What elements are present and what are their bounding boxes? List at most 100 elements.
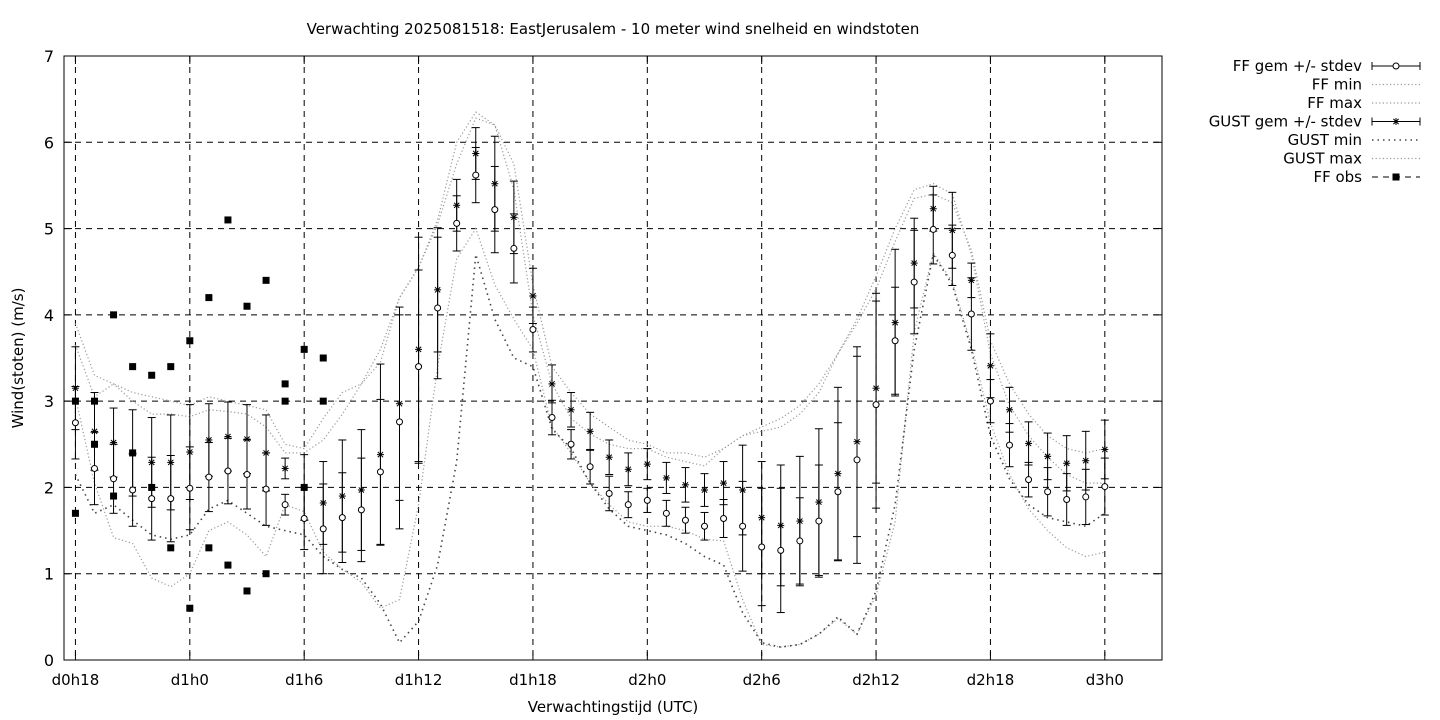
- ff-mean-point: [110, 475, 118, 483]
- x-tick-label: d2h18: [967, 671, 1015, 689]
- gust-mean-point: [110, 439, 118, 447]
- gust-mean-point-stroke: [949, 227, 956, 234]
- ff-obs-point: [71, 509, 79, 517]
- ff-mean-point: [948, 251, 956, 259]
- y-tick-label: 4: [44, 306, 54, 325]
- gust-mean-point-stroke: [110, 439, 117, 446]
- ff-obs-point: [167, 363, 175, 371]
- gust-mean-point: [357, 486, 365, 494]
- gust-max-line: [74, 117, 1105, 458]
- gust-mean-point: [1082, 457, 1090, 465]
- x-tick-label: d0h18: [52, 671, 100, 689]
- gust-mean-point: [548, 380, 556, 388]
- ff-mean-point: [205, 473, 213, 481]
- gust-mean-point-stroke: [1025, 440, 1032, 447]
- ff-mean-point: [643, 496, 651, 504]
- gust-mean-point-stroke: [167, 459, 174, 466]
- ff-mean-point: [510, 244, 518, 252]
- ff-mean-point: [567, 440, 575, 448]
- gust-mean-point-stroke: [282, 465, 289, 472]
- ff-mean-point: [739, 522, 747, 530]
- x-tick-label: d3h0: [1086, 671, 1124, 689]
- ff-obs-point: [281, 380, 289, 388]
- gust-mean-point-stroke: [777, 522, 784, 529]
- gust-mean-point: [777, 521, 785, 529]
- gust-mean-point: [758, 514, 766, 522]
- gust-mean-point-stroke: [434, 286, 441, 293]
- gust-mean-point-stroke: [339, 493, 346, 500]
- axes: 0 1 2 3 4 5 6 7 d0h18 d1h0 d1h6 d1h12 d1h18 d2h0 d2h6 d…: [44, 47, 1162, 689]
- ff-mean-point: [491, 206, 499, 214]
- ff-mean-point: [1063, 496, 1071, 504]
- gust-mean-point: [701, 486, 708, 494]
- gust-mean-point-stroke: [72, 385, 79, 392]
- gust-mean-point: [720, 479, 728, 487]
- gust-mean-point: [1025, 439, 1033, 447]
- ff-mean-point: [986, 397, 994, 405]
- ff-mean-point: [929, 225, 937, 233]
- x-tick-label: d1h18: [509, 671, 557, 689]
- gust-mean-point-stroke: [186, 449, 193, 456]
- gust-mean-point: [948, 226, 956, 234]
- gust-mean-point: [605, 453, 613, 461]
- gust-mean-point-stroke: [1044, 453, 1051, 460]
- chart-title: Verwachting 2025081518: EastJerusalem - …: [307, 20, 920, 38]
- ff-mean-point: [967, 310, 975, 318]
- gust-mean-point-stroke: [796, 518, 803, 525]
- gust-mean-point-stroke: [625, 466, 632, 473]
- gust-mean-point: [872, 384, 880, 392]
- ff-mean-point: [853, 456, 861, 464]
- gust-mean-point-stroke: [987, 362, 994, 369]
- gust-mean-point: [396, 400, 403, 408]
- gust-mean-point-stroke: [224, 433, 231, 440]
- y-tick-label: 1: [44, 565, 54, 584]
- gust-mean-point: [891, 319, 899, 327]
- ff-mean-point: [586, 463, 594, 471]
- gust-mean-point-stroke: [682, 481, 689, 488]
- ff-mean-point: [624, 501, 632, 509]
- gust-mean-point: [262, 449, 270, 457]
- gust-mean-point-stroke: [911, 260, 918, 267]
- gust-mean-point: [453, 201, 461, 209]
- ff-mean-point: [91, 464, 98, 472]
- gust-mean-point: [186, 448, 194, 456]
- ff-mean-point: [243, 470, 251, 478]
- legend-label: GUST max: [1283, 150, 1362, 168]
- ff-obs-point: [205, 294, 213, 302]
- gust-mean-point-stroke: [396, 400, 403, 407]
- ff-mean-point: [434, 304, 442, 312]
- gust-mean-point-stroke: [549, 380, 555, 387]
- gust-mean-point-stroke: [644, 461, 651, 468]
- gust-mean-point: [510, 213, 518, 221]
- gust-mean-point: [967, 276, 975, 284]
- ff-obs-point: [262, 276, 270, 284]
- x-tick-label: d2h0: [628, 671, 666, 689]
- y-tick-label: 6: [44, 133, 54, 152]
- ff-mean-point: [1101, 483, 1109, 491]
- ff-mean-point: [529, 326, 537, 334]
- gust-mean-point: [1063, 459, 1071, 467]
- gust-mean-point: [910, 259, 918, 267]
- ff-mean-point: [815, 517, 823, 525]
- gust-mean-point: [853, 438, 861, 446]
- ff-mean-point: [376, 468, 384, 476]
- ff-mean-point: [396, 418, 403, 426]
- ff-mean-point: [1082, 493, 1090, 501]
- gust-mean-point-stroke: [701, 487, 708, 493]
- ff-mean-point: [357, 506, 365, 514]
- legend-label: FF gem +/- stdev: [1233, 57, 1362, 75]
- gust-mean-point-stroke: [968, 277, 975, 284]
- gust-mean-point-stroke: [606, 454, 613, 461]
- ff-obs-point: [110, 311, 118, 319]
- gust-mean-point-stroke: [930, 205, 937, 212]
- y-tick-label: 3: [44, 392, 54, 411]
- legend-swatch-marker: [1392, 62, 1400, 70]
- gust-mean-point: [376, 451, 384, 459]
- gust-mean-point-stroke: [148, 459, 155, 466]
- gust-mean-point-stroke: [358, 487, 365, 493]
- gust-mean-point-stroke: [529, 292, 536, 299]
- ff-mean-point: [548, 414, 556, 422]
- ff-mean-point: [338, 514, 346, 522]
- gust-mean-point: [739, 486, 747, 494]
